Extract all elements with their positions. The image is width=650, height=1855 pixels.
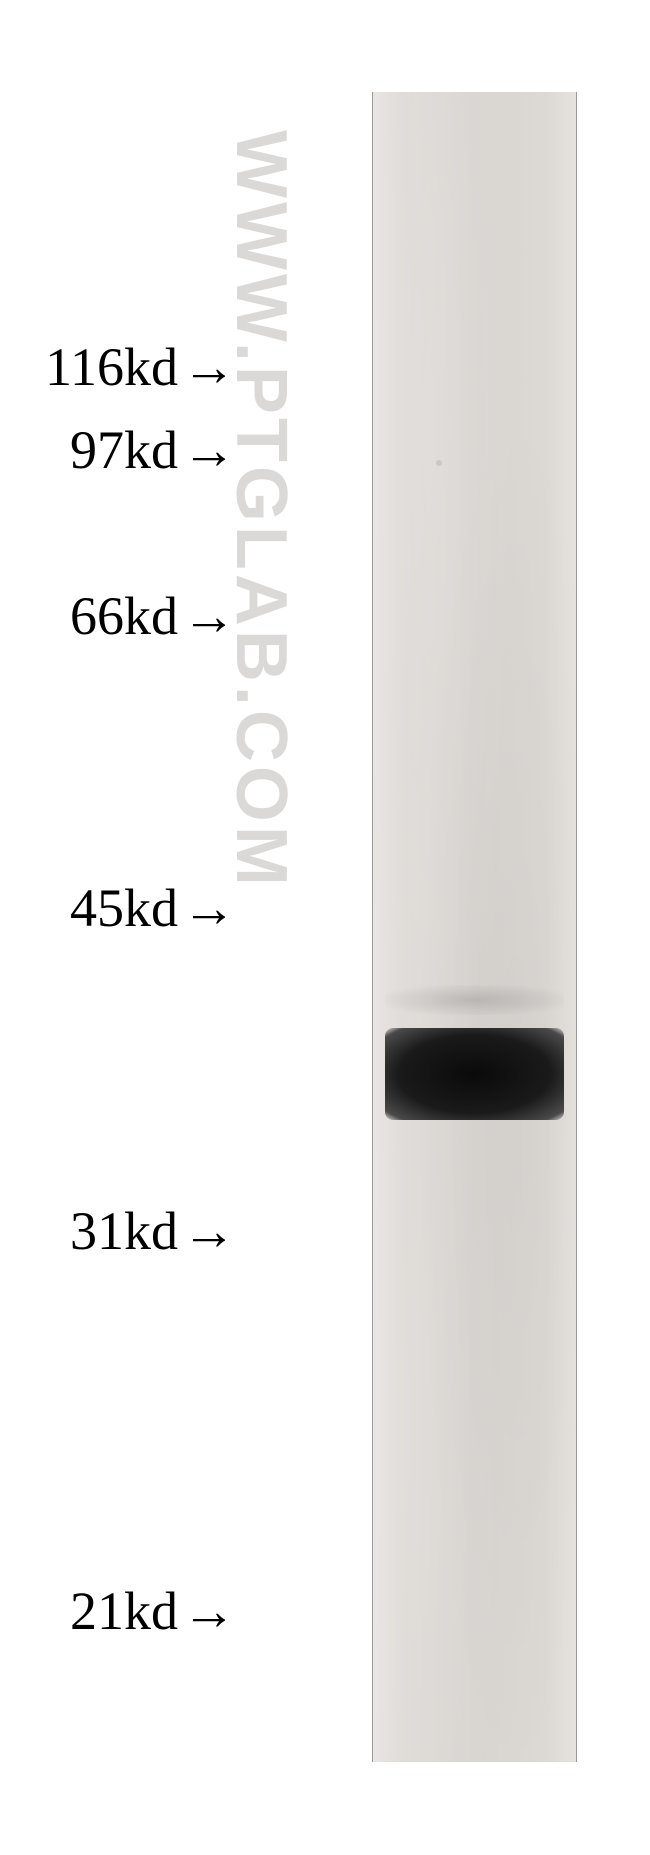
faint-band-upper: [385, 985, 564, 1015]
blot-figure: WWW.PTGLAB.COM 116kd → 97kd → 66kd → 45k…: [0, 0, 650, 1855]
marker-97kd: 97kd →: [0, 419, 230, 481]
watermark-text: WWW.PTGLAB.COM: [220, 130, 302, 890]
marker-label: 66kd: [0, 585, 178, 647]
arrow-icon: →: [182, 589, 230, 643]
marker-label: 97kd: [0, 419, 178, 481]
arrow-icon: →: [182, 1204, 230, 1258]
lane-speckle: [436, 460, 442, 466]
marker-31kd: 31kd →: [0, 1200, 230, 1262]
arrow-icon: →: [182, 423, 230, 477]
marker-label: 31kd: [0, 1200, 178, 1262]
marker-45kd: 45kd →: [0, 877, 230, 939]
marker-116kd: 116kd →: [0, 336, 230, 398]
marker-21kd: 21kd →: [0, 1580, 230, 1642]
marker-label: 21kd: [0, 1580, 178, 1642]
arrow-icon: →: [182, 881, 230, 935]
blot-lane: [372, 92, 577, 1762]
marker-label: 116kd: [0, 336, 178, 398]
marker-66kd: 66kd →: [0, 585, 230, 647]
arrow-icon: →: [182, 1584, 230, 1638]
marker-label: 45kd: [0, 877, 178, 939]
main-band: [385, 1028, 564, 1120]
arrow-icon: →: [182, 340, 230, 394]
